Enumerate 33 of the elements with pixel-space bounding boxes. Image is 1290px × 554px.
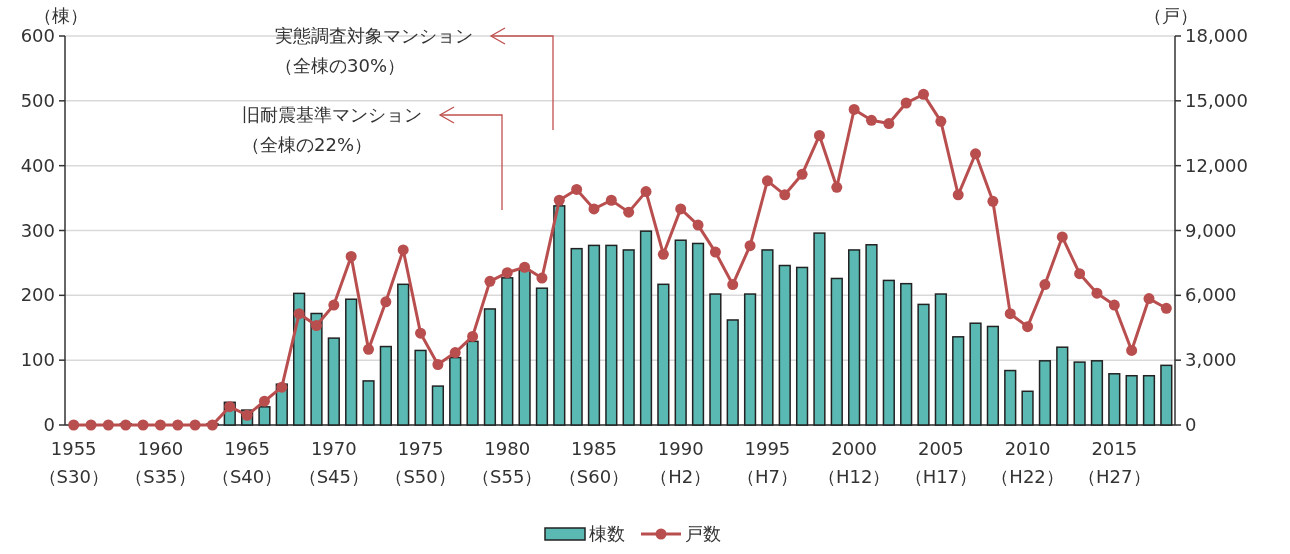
x-tick-label: 1970 （S45） bbox=[298, 438, 369, 487]
y2-tick-label: 9,000 bbox=[1185, 219, 1237, 241]
legend-label: 戸数 bbox=[685, 523, 721, 544]
y2-tick-label: 18,000 bbox=[1185, 25, 1248, 46]
x-tick-label: 1965 （S40） bbox=[211, 438, 283, 487]
y-tick-label: 200 bbox=[20, 284, 55, 306]
y2-tick-label: 3,000 bbox=[1185, 349, 1237, 371]
x-tick-label: 2000 （H12） bbox=[817, 438, 891, 487]
legend-label: 棟数 bbox=[589, 523, 625, 544]
y-tick-label: 0 bbox=[43, 414, 55, 435]
y2-tick-label: 6,000 bbox=[1185, 284, 1237, 306]
y-axis-title: （棟） bbox=[34, 5, 88, 26]
y2-tick-label: 15,000 bbox=[1185, 89, 1248, 111]
x-tick-label: 2010 （H22） bbox=[991, 438, 1064, 487]
x-tick-label: 1995 （H7） bbox=[736, 438, 798, 487]
x-tick-label: 1960 （S35） bbox=[125, 438, 196, 487]
y2-tick-label: 0 bbox=[1185, 414, 1197, 435]
annotation: 実態調査対象マンション（全棟の30%） bbox=[275, 25, 473, 76]
x-tick-label: 1980 （S55） bbox=[472, 438, 543, 487]
x-tick-label: 1985 （S60） bbox=[558, 438, 630, 487]
y-tick-label: 400 bbox=[20, 154, 55, 176]
x-tick-label: 2015 （H27） bbox=[1078, 438, 1151, 487]
y-tick-label: 300 bbox=[20, 219, 55, 241]
y-tick-label: 100 bbox=[20, 349, 55, 371]
x-tick-label: 2005 （H17） bbox=[904, 438, 978, 487]
x-tick-label: 1975 （S50） bbox=[385, 438, 456, 487]
x-tick-label: 1955 （S30） bbox=[38, 438, 109, 487]
y-tick-label: 600 bbox=[20, 25, 55, 46]
y2-tick-label: 12,000 bbox=[1185, 154, 1248, 176]
annotation: 旧耐震基準マンション（全棟の22%） bbox=[242, 104, 422, 155]
y2-axis-title: （戸） bbox=[1144, 5, 1198, 26]
x-tick-label: 1990 （H2） bbox=[650, 438, 712, 487]
y-tick-label: 500 bbox=[20, 89, 55, 111]
